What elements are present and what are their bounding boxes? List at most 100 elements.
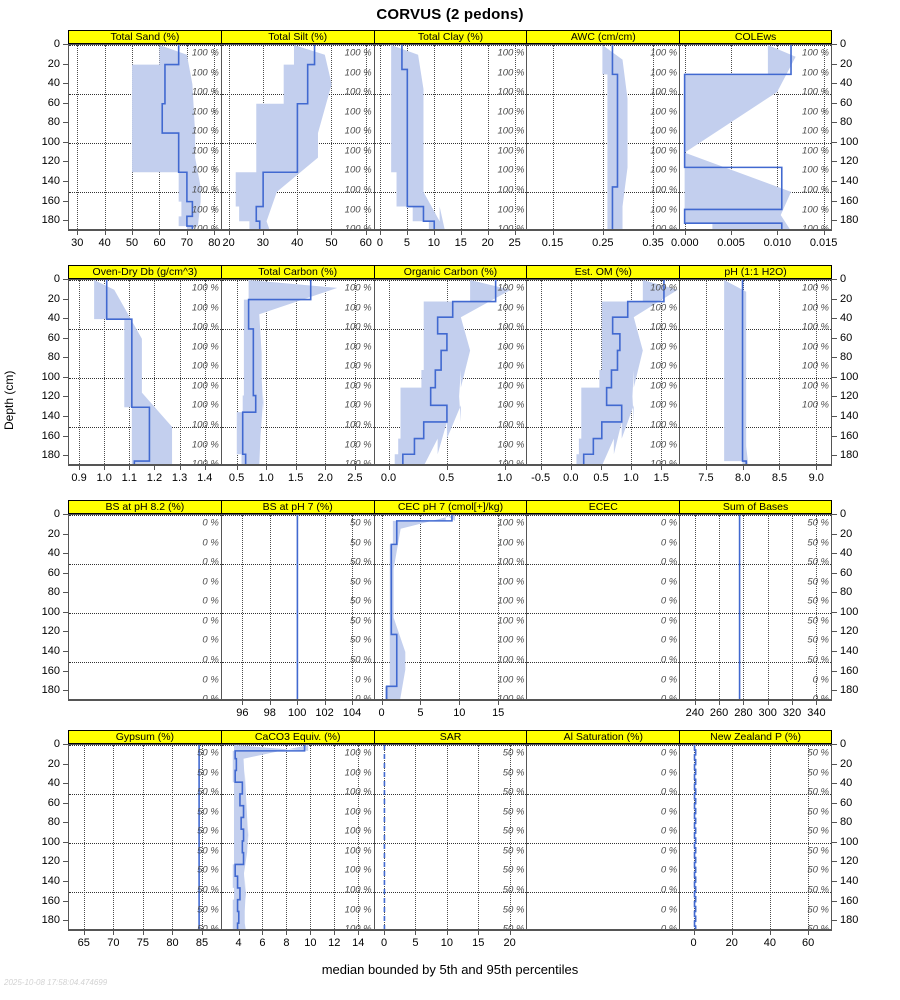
chart-panel[interactable]: 50 % 50 % 50 % 50 % 50 % 50 % 50 % 50 % 50 % 50 % xyxy=(679,744,832,930)
contributing-fraction-label: 0 % xyxy=(660,845,678,857)
depth-tick xyxy=(63,455,68,457)
vertical-gridline xyxy=(381,515,383,699)
x-axis-baseline xyxy=(68,700,221,701)
contributing-fraction-label: 100 % xyxy=(802,302,829,314)
x-axis-baseline xyxy=(526,700,680,701)
vertical-gridline xyxy=(540,280,542,464)
horizontal-gridline xyxy=(221,793,374,795)
x-tick-label: 20 xyxy=(222,237,235,249)
chart-panel[interactable]: 100 % 100 % 100 % 100 % 100 % 100 % 100 % 100 %… xyxy=(526,44,680,230)
contributing-fraction-label: 0 % xyxy=(660,864,678,876)
timestamp-label: 2025-10-08 17:58:04.474699 xyxy=(4,978,108,987)
contributing-fraction-label: 50 % xyxy=(502,767,525,779)
panel-title-strip: COLEws xyxy=(679,30,832,44)
vertical-gridline xyxy=(179,280,181,464)
chart-panel[interactable]: 50 % 50 % 50 % 50 % 50 % 50 % 50 % 50 % 0 % 0 % xyxy=(220,514,374,700)
x-tick-label: 1.0 xyxy=(96,472,112,484)
chart-panel[interactable]: 100 % 100 % 100 % 100 % 100 % 100 % 100 % 100 %… xyxy=(220,44,374,230)
x-axis: 0.15 0.25 0.35 xyxy=(526,230,680,256)
chart-panel[interactable]: 100 % 100 % 100 % 100 % 100 % 100 % 100 % 100 %… xyxy=(220,279,374,465)
chart-panel[interactable]: 50 % 50 % 50 % 50 % 50 % 50 % 50 % 50 % 0 % 0 % xyxy=(679,514,832,700)
chart-panel[interactable]: 100 % 100 % 100 % 100 % 100 % 100 % 100 % 100 %… xyxy=(526,279,680,465)
contributing-fraction-label: 100 % xyxy=(497,360,525,372)
depth-tick-label: 180 xyxy=(41,214,60,227)
contributing-fraction-label: 50 % xyxy=(502,786,525,798)
x-axis-row: 30 40 50 60 70 80 20 30 40 50 60 0 5 10 15 20 25 0.15 0.25… xyxy=(68,230,837,256)
horizontal-gridline xyxy=(374,515,527,516)
x-axis xyxy=(68,700,221,726)
horizontal-gridline xyxy=(527,280,680,281)
x-axis-baseline xyxy=(373,465,527,466)
x-tick-label: -0.5 xyxy=(531,472,551,484)
chart-panel[interactable]: 0 % 0 % 0 % 0 % 0 % 0 % 0 % 0 % 0 % 0 % xyxy=(526,514,680,700)
depth-tick xyxy=(63,690,68,692)
x-tick-label: 60 xyxy=(801,937,815,949)
x-tick xyxy=(242,700,244,705)
panel-title-strip: Oven-Dry Db (g/cm^3) xyxy=(68,265,221,279)
chart-panel[interactable]: 50 % 50 % 50 % 50 % 50 % 50 % 50 % 50 % 50 % 50 % xyxy=(68,744,221,930)
contributing-fraction-label: 100 % xyxy=(344,204,372,216)
horizontal-gridline xyxy=(221,842,374,844)
vertical-gridline xyxy=(446,745,448,929)
x-tick xyxy=(498,700,500,705)
contributing-fraction-label: 50 % xyxy=(807,747,829,759)
depth-tick-label: 120 xyxy=(840,855,859,868)
x-tick-label: 98 xyxy=(263,707,276,719)
contributing-fraction-label: 100 % xyxy=(802,86,829,98)
contributing-fraction-label: 100 % xyxy=(191,86,219,98)
contributing-fraction-label: 0 % xyxy=(812,674,829,686)
x-tick-label: 340 xyxy=(807,707,826,719)
contributing-fraction-label: 50 % xyxy=(197,923,219,930)
contributing-fraction-label: 100 % xyxy=(497,576,525,588)
vertical-gridline xyxy=(509,745,511,929)
depth-tick-label: 160 xyxy=(840,664,859,677)
chart-panel[interactable]: 50 % 50 % 50 % 50 % 50 % 50 % 50 % 50 % 50 % 50 % xyxy=(373,744,527,930)
contributing-fraction-label: 0 % xyxy=(202,595,219,607)
x-tick xyxy=(104,230,106,235)
horizontal-gridline xyxy=(374,793,527,795)
vertical-gridline xyxy=(77,45,79,229)
chart-panel[interactable]: 100 % 100 % 100 % 100 % 100 % 100 % 100 % 100 %… xyxy=(373,44,527,230)
depth-tick-label: 0 xyxy=(53,38,60,50)
contributing-fraction-label: 100 % xyxy=(802,399,829,411)
panel-title-strip: BS at pH 7 (%) xyxy=(220,500,374,514)
chart-panel[interactable]: 100 % 100 % 100 % 100 % 100 % 100 % 100 % 100 %… xyxy=(68,44,221,230)
chart-panel[interactable]: 100 % 100 % 100 % 100 % 100 % 100 % 100 % 100 %… xyxy=(679,44,832,230)
chart-panel[interactable]: 100 % 100 % 100 % 100 % 100 % 100 % 100 % 100 %… xyxy=(68,279,221,465)
chart-panel[interactable]: 0 % 0 % 0 % 0 % 0 % 0 % 0 % 0 % 0 % 0 % xyxy=(68,514,221,700)
x-tick-label: 70 xyxy=(107,937,120,949)
chart-panel[interactable]: 100 % 100 % 100 % 100 % 100 % 100 % 100 % 100 %… xyxy=(220,744,374,930)
depth-tick xyxy=(63,122,68,124)
depth-tick xyxy=(63,611,68,613)
vertical-gridline xyxy=(653,45,655,229)
horizontal-gridline xyxy=(374,563,527,565)
x-tick xyxy=(379,230,381,235)
contributing-fraction-label: 0 % xyxy=(660,904,678,916)
contributing-fraction-label: 100 % xyxy=(344,302,372,314)
chart-panel[interactable]: 100 % 100 % 100 % 100 % 100 % 100 % 100 % 100 %… xyxy=(373,279,527,465)
contributing-fraction-label: 0 % xyxy=(202,654,219,666)
x-tick xyxy=(420,700,422,705)
x-tick-label: 0.0 xyxy=(380,472,397,484)
depth-tick xyxy=(832,744,837,745)
chart-panel[interactable]: 100 % 100 % 100 % 100 % 100 % 100 % 100 % 100 %… xyxy=(373,514,527,700)
chart-panel[interactable]: 100 % 100 % 100 % 100 % 100 % 100 % 100 % xyxy=(679,279,832,465)
contributing-fraction-label: 100 % xyxy=(802,47,829,59)
depth-tick-label: 0 xyxy=(840,738,847,750)
x-tick-label: 0 xyxy=(380,937,388,949)
x-tick xyxy=(324,700,326,705)
chart-panel[interactable]: 0 % 0 % 0 % 0 % 0 % 0 % 0 % 0 % 0 % 0 % xyxy=(526,744,680,930)
depth-axis-left: 0 20 40 60 80 100 120 140 160 180 xyxy=(0,508,68,700)
x-tick xyxy=(446,930,448,935)
contributing-fraction-label: 0 % xyxy=(660,806,678,818)
panels-row: 50 % 50 % 50 % 50 % 50 % 50 % 50 % 50 % 50 % 50 %… xyxy=(68,744,832,930)
vertical-gridline xyxy=(478,745,480,929)
depth-tick xyxy=(63,435,68,437)
contributing-fraction-labels: 100 % 100 % 100 % 100 % 100 % 100 % 100 % 100 %… xyxy=(795,45,829,230)
x-tick-label: 80 xyxy=(208,237,221,249)
contributing-fraction-label: 100 % xyxy=(650,164,678,176)
x-axis-baseline xyxy=(68,465,221,466)
depth-tick xyxy=(832,841,837,843)
x-tick-label: 104 xyxy=(342,707,362,719)
contributing-fraction-label: 100 % xyxy=(497,556,525,568)
